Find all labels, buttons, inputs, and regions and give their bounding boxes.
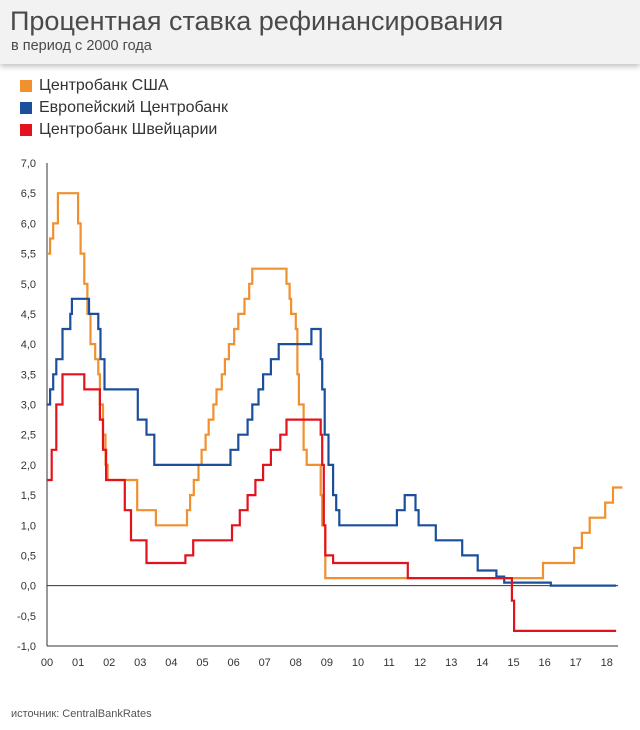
y-tick-label: 2,0: [21, 460, 36, 472]
y-tick-label: 0,5: [21, 550, 36, 562]
legend-label-ecb: Европейский Центробанк: [39, 99, 229, 116]
y-tick-label: 1,5: [21, 490, 36, 502]
y-tick-label: -0,5: [17, 611, 36, 623]
y-tick-label: 4,0: [21, 339, 36, 351]
y-tick-label: 0,0: [21, 581, 36, 593]
legend-swatch-ecb: [20, 102, 32, 114]
x-tick-label: 05: [196, 657, 208, 669]
y-tick-label: -1,0: [17, 641, 36, 653]
x-tick-label: 13: [445, 657, 457, 669]
x-tick-label: 08: [290, 657, 302, 669]
x-tick-label: 06: [227, 657, 239, 669]
x-tick-label: 00: [41, 657, 53, 669]
x-tick-label: 18: [601, 657, 613, 669]
x-tick-label: 15: [507, 657, 519, 669]
y-tick-label: 7,0: [21, 158, 36, 170]
header-banner: Процентная ставка рефинансирования в пер…: [0, 0, 640, 64]
legend-label-usa: Центробанк США: [39, 77, 169, 94]
series-line-2: [47, 373, 617, 632]
x-tick-label: 16: [538, 657, 550, 669]
rate-chart: 7,0 6,5 6,0 5,5 5,0 4,5 4,0 3,5 3,0 2,5 2,0 1,5 1,0 0…: [17, 158, 623, 669]
x-tick-label: 09: [321, 657, 333, 669]
x-tick-label: 12: [414, 657, 426, 669]
chart-title: Процентная ставка рефинансирования: [10, 6, 504, 36]
x-tick-label: 01: [72, 657, 84, 669]
x-tick-label: 10: [352, 657, 364, 669]
y-tick-label: 6,5: [21, 188, 36, 200]
x-tick-label: 17: [570, 657, 582, 669]
y-tick-label: 4,5: [21, 309, 36, 321]
y-tick-label: 2,5: [21, 430, 36, 442]
y-tick-label: 5,0: [21, 279, 36, 291]
x-tick-label: 14: [476, 657, 488, 669]
series-line-1: [47, 297, 617, 587]
source-note: источник: CentralBankRates: [11, 708, 152, 720]
x-tick-label: 07: [259, 657, 271, 669]
x-tick-label: 02: [103, 657, 115, 669]
legend-label-swiss: Центробанк Швейцарии: [39, 121, 218, 138]
chart-subtitle: в период с 2000 года: [11, 38, 152, 54]
series-line-0: [47, 192, 623, 580]
y-tick-label: 3,0: [21, 400, 36, 412]
x-tick-label: 04: [165, 657, 177, 669]
y-tick-label: 1,0: [21, 520, 36, 532]
y-tick-label: 6,0: [21, 218, 36, 230]
y-tick-label: 5,5: [21, 249, 36, 261]
x-tick-label: 03: [134, 657, 146, 669]
legend-swatch-swiss: [20, 124, 32, 136]
legend-swatch-usa: [20, 80, 32, 92]
x-tick-label: 11: [383, 657, 394, 669]
y-tick-label: 3,5: [21, 369, 36, 381]
